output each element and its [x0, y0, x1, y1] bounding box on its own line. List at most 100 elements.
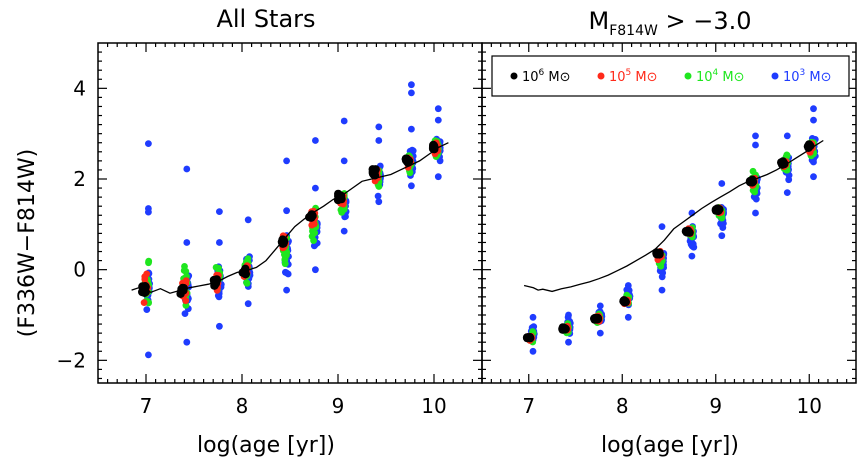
left-point-1e3: [183, 239, 191, 246]
left-point-outlier: [434, 105, 442, 113]
y-axis-label: (F336W−F814W): [15, 149, 40, 337]
left-point-1e3: [340, 157, 348, 165]
legend-label-1e3: 103 M⊙: [783, 68, 832, 85]
right-point-1e3: [529, 313, 537, 321]
left-point-1e3: [434, 116, 442, 124]
legend-marker-1e5: [597, 72, 605, 80]
right-point-1e3: [752, 209, 759, 217]
right-point-1e3: [596, 302, 604, 310]
title-subscript: F814W: [609, 23, 658, 39]
left-point-1e6: [178, 284, 188, 293]
left-point-1e3: [244, 216, 252, 224]
left-point-outlier: [216, 208, 223, 216]
right-point-1e3: [783, 189, 791, 197]
left-point-1e3: [244, 300, 252, 308]
right-panel: 7 8 9 10 MF814W > −3.0 log(age [yr]) 106 M⊙…: [481, 7, 857, 458]
legend-marker-1e4: [684, 72, 692, 80]
left-point-1e3: [145, 351, 152, 359]
left-point-1e5: [308, 221, 316, 229]
left-point-1e3: [216, 239, 223, 246]
right-point-1e3: [565, 311, 572, 319]
left-point-1e6: [402, 154, 411, 163]
left-x-axis-label: log(age [yr]): [197, 433, 335, 458]
right-point-1e3: [718, 232, 726, 240]
right-scatter-marks: [522, 105, 819, 355]
right-point-1e3: [624, 282, 632, 289]
left-x-tick-label: 9: [332, 394, 345, 418]
right-point-1e6: [590, 313, 600, 323]
legend-marker-1e6: [510, 72, 518, 80]
left-point-1e4: [283, 249, 291, 256]
right-point-1e3: [658, 223, 666, 231]
left-x-tick-label: 8: [236, 394, 249, 418]
left-point-1e3: [183, 338, 191, 346]
left-point-1e4: [337, 206, 345, 214]
right-point-1e6: [713, 205, 723, 214]
right-point-1e3: [565, 338, 572, 346]
left-point-1e3: [374, 192, 382, 200]
right-point-1e6: [652, 249, 661, 258]
right-point-1e3: [624, 313, 632, 321]
left-point-outlier: [340, 117, 348, 125]
legend-label-1e4: 104 M⊙: [696, 68, 745, 85]
left-point-outlier: [408, 81, 415, 89]
right-point-outlier: [810, 105, 817, 113]
legend: 106 M⊙ 105 M⊙ 104 M⊙ 103 M⊙: [491, 55, 850, 97]
left-point-1e3: [340, 227, 348, 235]
right-x-tick-label: 9: [709, 394, 722, 418]
legend-item-1e4: 104 M⊙: [684, 68, 745, 85]
right-point-1e6: [560, 325, 570, 334]
right-point-1e4: [749, 167, 757, 175]
left-point-outlier: [375, 123, 383, 131]
right-x-tick-label: 10: [797, 394, 822, 418]
left-point-1e4: [212, 264, 220, 271]
legend-item-1e5: 105 M⊙: [597, 68, 658, 85]
y-tick-label: 2: [73, 167, 86, 191]
right-point-1e3: [529, 347, 537, 355]
legend-marker-1e3: [771, 72, 779, 80]
title-m: M: [589, 7, 610, 35]
left-plot-frame: [97, 42, 483, 384]
left-point-1e3: [283, 207, 290, 215]
right-point-1e3: [596, 329, 604, 337]
left-ticks: 7 8 9 10 −2 0 2 4: [57, 43, 482, 418]
right-x-tick-label: 7: [522, 394, 535, 418]
left-point-1e3: [408, 182, 415, 190]
right-panel-title: MF814W > −3.0: [589, 7, 752, 39]
right-point-1e3: [718, 180, 726, 187]
y-tick-label: 0: [73, 258, 86, 282]
left-point-1e3: [408, 125, 415, 133]
left-x-tick-label: 7: [140, 394, 153, 418]
left-point-outlier: [408, 89, 415, 97]
right-point-1e3: [810, 173, 817, 181]
left-point-1e5: [143, 270, 151, 278]
left-point-1e3: [375, 198, 383, 206]
left-point-1e3: [284, 270, 292, 278]
left-point-1e3: [434, 173, 442, 181]
right-point-1e3: [658, 286, 666, 294]
left-point-1e6: [307, 210, 317, 220]
y-tick-label: 4: [73, 76, 86, 100]
right-point-1e3: [785, 176, 793, 184]
right-point-1e6: [620, 297, 629, 306]
left-panel: 7 8 9 10 −2 0 2 4 All Stars log(age [yr]) (F336…: [15, 5, 483, 458]
left-point-1e5: [140, 299, 148, 306]
left-point-1e4: [310, 237, 317, 245]
right-point-1e3: [810, 116, 817, 124]
right-ticks: 7 8 9 10: [482, 43, 856, 418]
left-point-1e3: [143, 306, 151, 313]
left-point-1e4: [243, 279, 251, 287]
left-point-1e3: [312, 184, 319, 192]
legend-item-1e6: 106 M⊙: [510, 68, 571, 85]
right-point-1e4: [657, 262, 665, 270]
left-point-outlier: [312, 137, 319, 144]
right-point-1e3: [688, 252, 696, 260]
right-x-tick-label: 8: [616, 394, 629, 418]
right-point-1e3: [720, 220, 727, 227]
right-point-1e3: [783, 132, 791, 140]
left-scatter-marks: [138, 81, 444, 359]
left-point-outlier: [145, 208, 152, 216]
left-point-1e3: [312, 266, 319, 274]
right-trend-line: [523, 139, 824, 293]
